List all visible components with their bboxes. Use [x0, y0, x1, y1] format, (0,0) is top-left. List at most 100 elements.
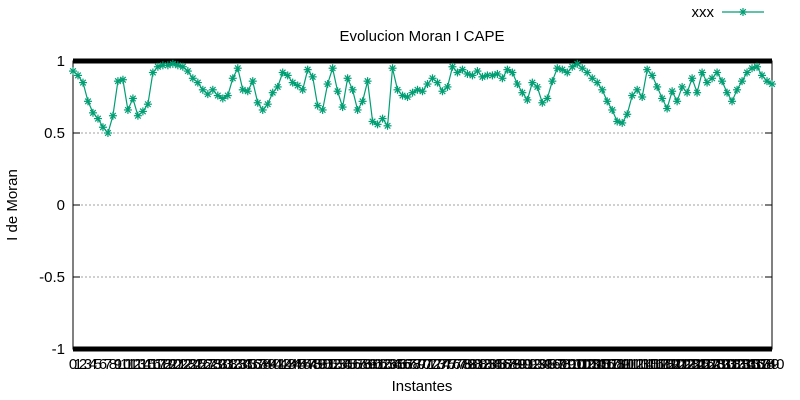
series-line: [72, 63, 773, 135]
x-tick-label: 91: [519, 356, 536, 373]
chart-title: Evolucion Moran I CAPE: [339, 28, 504, 45]
x-tick-label: 84: [484, 356, 501, 373]
x-tick-label: 70: [414, 356, 431, 373]
x-tick-label: 74: [434, 356, 451, 373]
x-tick-label: 127: [695, 356, 720, 373]
x-tick-label: 21: [170, 356, 187, 373]
x-tick-label: 42: [274, 356, 291, 373]
data-point: [473, 67, 482, 76]
x-tick-label: 10: [115, 356, 132, 373]
x-tick-label: 133: [725, 356, 750, 373]
data-point: [738, 77, 747, 86]
data-point: [363, 77, 372, 86]
data-point: [598, 85, 607, 94]
x-tick-label: 112: [620, 356, 644, 373]
x-tick-label: 128: [700, 356, 725, 373]
data-point: [83, 97, 92, 106]
x-tick-label: 45: [289, 356, 306, 373]
data-point: [283, 71, 292, 80]
x-tick-label: 51: [319, 356, 336, 373]
data-point: [323, 80, 332, 89]
data-point: [418, 87, 427, 96]
data-point: [658, 94, 667, 103]
data-point: [638, 93, 647, 101]
x-tick-label: 104: [580, 356, 605, 373]
data-point: [143, 100, 152, 109]
legend-label: xxx: [692, 4, 715, 21]
x-tick-label: 96: [544, 356, 561, 373]
data-point: [633, 85, 642, 94]
data-point: [148, 68, 157, 77]
data-point: [593, 78, 602, 87]
data-point: [663, 104, 672, 113]
x-tick-label: 56: [344, 356, 361, 373]
data-point: [118, 75, 127, 84]
data-point: [373, 120, 382, 129]
data-point: [228, 74, 237, 83]
x-tick-label: 120: [660, 356, 685, 373]
data-point: [508, 68, 517, 77]
data-point: [753, 62, 762, 71]
x-tick-label: 40: [264, 356, 281, 373]
x-tick-label: 68: [404, 356, 421, 373]
x-tick-label: 122: [670, 356, 695, 373]
data-point: [688, 74, 697, 83]
x-tick-label: 75: [439, 356, 456, 373]
data-point: [393, 85, 402, 94]
data-point: [608, 105, 617, 114]
x-tick-label: 0: [69, 356, 77, 373]
data-point: [338, 103, 347, 112]
x-tick-label: 1: [74, 356, 82, 373]
x-tick-label: 55: [339, 356, 356, 373]
x-tick-label: 9: [114, 356, 122, 373]
x-tick-label: 134: [730, 356, 755, 373]
data-point: [523, 95, 532, 104]
data-point: [698, 68, 707, 77]
x-tick-label: 48: [304, 356, 321, 373]
x-tick-label: 124: [680, 356, 705, 373]
x-tick-label: 123: [675, 356, 700, 373]
data-point: [728, 97, 737, 106]
data-point: [693, 88, 702, 97]
x-tick-label: 43: [279, 356, 296, 373]
x-tick-label: 63: [379, 356, 396, 373]
x-tick-label: 18: [155, 356, 172, 373]
x-tick-label: 97: [549, 356, 566, 373]
data-point: [383, 121, 392, 130]
x-tick-label: 23: [179, 356, 196, 373]
x-tick-label: 88: [504, 356, 521, 373]
x-tick-label: 99: [559, 356, 576, 373]
data-point: [353, 105, 362, 114]
x-tick-label: 37: [249, 356, 266, 373]
data-point: [643, 65, 652, 74]
x-tick-label: 44: [284, 356, 301, 373]
y-tick-label: 1: [57, 53, 65, 70]
x-tick-label: 46: [294, 356, 311, 373]
x-tick-label: 71: [419, 356, 436, 373]
x-tick-label: 39: [259, 356, 276, 373]
data-point: [548, 77, 557, 86]
data-point: [193, 78, 202, 87]
x-tick-label: 19: [160, 356, 177, 373]
data-point: [388, 64, 397, 73]
data-point: [563, 68, 572, 77]
data-point: [248, 77, 257, 86]
x-tick-label: 108: [600, 356, 625, 373]
data-point: [318, 105, 327, 114]
x-tick-label: 94: [534, 356, 551, 373]
data-point: [443, 82, 452, 91]
x-tick-label: 59: [359, 356, 376, 373]
x-tick-label: 115: [635, 356, 659, 373]
x-tick-label: 85: [489, 356, 506, 373]
data-point: [183, 67, 192, 76]
data-point: [98, 123, 107, 132]
y-tick-label: -1: [52, 341, 65, 358]
data-point: [233, 64, 242, 73]
x-tick-label: 54: [334, 356, 351, 373]
series-group: [69, 59, 776, 137]
data-point: [333, 87, 342, 96]
x-tick-label: 111: [616, 356, 639, 373]
x-tick-label: 131: [715, 356, 740, 373]
x-tick-label: 30: [214, 356, 231, 373]
